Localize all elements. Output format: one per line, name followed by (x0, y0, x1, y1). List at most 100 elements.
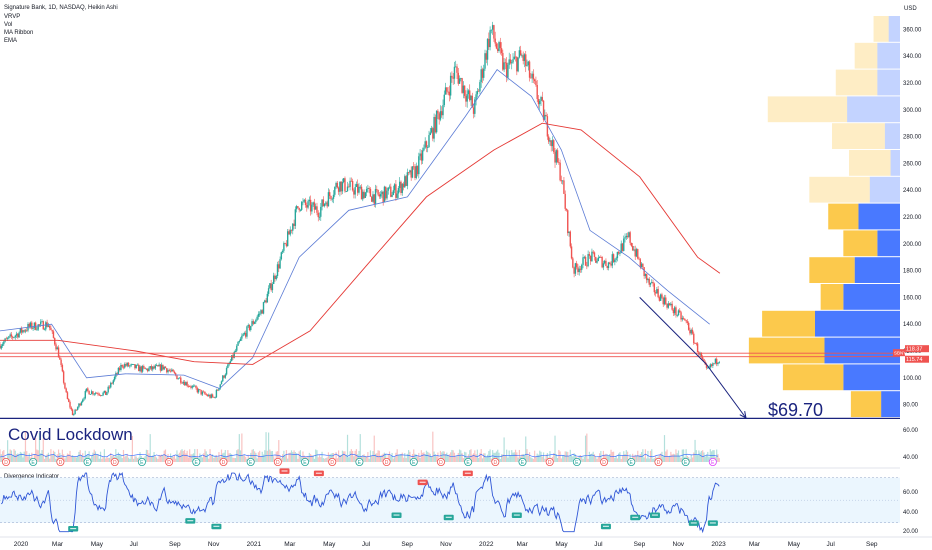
candle-body (645, 274, 648, 281)
bull-signal-label (649, 512, 660, 518)
volume-bar (367, 452, 369, 462)
volume-bar (354, 450, 356, 462)
volume-bar (330, 453, 332, 462)
indicator-vol[interactable]: Vol (4, 22, 12, 28)
volume-bar (411, 453, 414, 462)
volume-bar (414, 453, 416, 462)
volume-bar (377, 450, 379, 462)
candle-body (642, 263, 644, 268)
volume-bar (152, 455, 154, 462)
volume-bar (275, 451, 277, 462)
volume-bar (18, 454, 20, 462)
event-marker-label: E (249, 460, 253, 466)
candle-body (66, 392, 69, 399)
volume-bar (605, 453, 607, 462)
volume-bar (35, 438, 37, 462)
volume-bar (271, 450, 274, 462)
volume-bar (483, 453, 485, 462)
candle-body (93, 393, 95, 395)
volume-bar (556, 457, 559, 462)
vp-down-bar (858, 203, 900, 230)
candle-body (241, 335, 243, 339)
volume-bar (163, 450, 165, 462)
candle-body (717, 362, 719, 365)
candle-body (308, 199, 311, 202)
candle-body (208, 394, 210, 397)
candle-body (469, 90, 471, 101)
indicator-ema[interactable]: EMA (4, 38, 17, 44)
candle-body (87, 388, 89, 391)
volume-bar (448, 454, 450, 462)
volume-bar (654, 456, 657, 462)
event-marker-label: E (521, 460, 525, 466)
volume-bar (120, 454, 122, 462)
candle-body (188, 386, 191, 388)
candle-body (625, 235, 628, 238)
volume-bar (345, 454, 347, 462)
volume-bar (172, 456, 174, 462)
volume-bar (637, 450, 639, 462)
volume-bar (399, 454, 401, 462)
volume-bar (625, 450, 627, 462)
event-marker: E (29, 457, 38, 466)
volume-bar (14, 450, 16, 462)
candle-body (567, 210, 569, 234)
volume-bar (219, 457, 221, 462)
volume-bar (66, 453, 69, 462)
volume-bar (453, 452, 456, 462)
volume-bar (353, 456, 355, 462)
volume-bar (705, 454, 708, 462)
volume-bar (406, 453, 408, 462)
indicator-ma-ribbon[interactable]: MA Ribbon (4, 30, 33, 36)
candle-body (183, 381, 186, 386)
candle-body (598, 256, 601, 258)
candle-body (635, 249, 638, 257)
volume-bar (506, 449, 508, 462)
volume-bar (317, 457, 319, 462)
volume-bar (96, 454, 98, 462)
event-marker: D (219, 457, 228, 466)
time-tick-label: Jul (130, 541, 139, 548)
candle-body (593, 252, 596, 257)
event-marker: D (491, 457, 500, 466)
volume-bar (229, 453, 232, 462)
candle-body (110, 382, 112, 388)
candle-body (302, 201, 304, 203)
volume-bar (209, 449, 211, 462)
candle-body (383, 186, 386, 203)
volume-bar (387, 454, 389, 462)
volume-bar (178, 452, 181, 462)
candle-body (243, 332, 246, 335)
event-marker: D (328, 457, 337, 466)
candle-body (218, 388, 220, 391)
volume-bar (321, 451, 323, 462)
volume-bar (443, 451, 445, 462)
volume-bar (94, 451, 97, 462)
volume-bar (553, 453, 555, 462)
candle-body (321, 199, 323, 207)
event-marker: D (436, 457, 445, 466)
indicator-vrvp[interactable]: VRVP (4, 14, 20, 20)
time-axis[interactable]: 2020 Mar May Jul Sep Nov 2021 Mar May Jul Sep Nov 20… (14, 541, 878, 548)
vp-up-bar (767, 96, 848, 123)
event-marker-circle (436, 457, 445, 466)
signal-label-mark (187, 520, 194, 522)
candle-body (407, 172, 410, 174)
event-marker-circle (518, 457, 527, 466)
volume-bar (183, 449, 186, 462)
volume-bar (700, 450, 703, 462)
volume-bar (64, 458, 66, 462)
vp-up-bar (809, 176, 870, 203)
volume-bar (79, 450, 81, 462)
candle-body (615, 258, 617, 260)
volume-bar (418, 452, 420, 462)
candle-body (451, 75, 453, 78)
candle-body (125, 364, 127, 366)
candle-body (670, 303, 672, 306)
volume-bar (568, 456, 570, 462)
volume-bar (65, 456, 67, 462)
candle-body (605, 260, 607, 266)
volume-bar (679, 455, 681, 462)
price-axis[interactable]: 80.00100.00120.00140.00160.00180.00200.0… (903, 27, 922, 408)
